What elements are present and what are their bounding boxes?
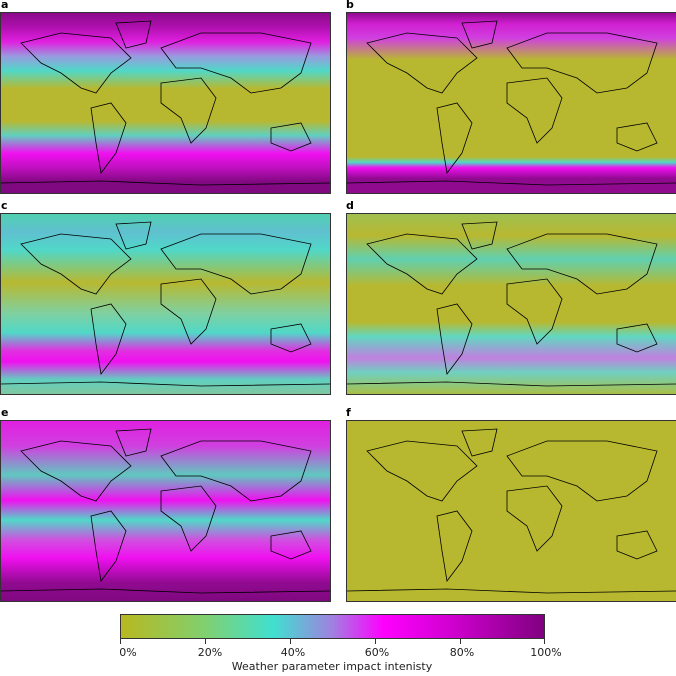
coastline <box>270 323 312 353</box>
colorbar-tick <box>120 639 121 644</box>
coastline <box>506 440 658 502</box>
coastline <box>90 303 127 375</box>
coastline <box>461 428 498 457</box>
coastline <box>1 180 330 186</box>
coastline <box>506 278 563 345</box>
panel-label-e: e <box>1 406 9 419</box>
colorbar-tick-label: 0% <box>119 646 137 659</box>
coastline-outline <box>347 428 676 594</box>
coastline <box>115 428 152 457</box>
coastline <box>20 233 132 295</box>
colorbar-tick <box>544 639 545 644</box>
map-panel-b <box>346 12 676 194</box>
coastline <box>616 122 658 152</box>
coastline <box>20 32 132 94</box>
coastline <box>115 20 152 49</box>
colorbar <box>120 614 545 639</box>
coastline-outline <box>347 20 676 186</box>
map-panel-e <box>0 420 331 602</box>
panel-label-f: f <box>346 406 351 419</box>
coastline-outline <box>1 221 330 387</box>
colorbar-tick-label: 80% <box>449 646 475 659</box>
coastline-outline <box>1 428 330 594</box>
coastline <box>366 32 478 94</box>
colorbar-tick-label: 20% <box>197 646 223 659</box>
coastline <box>461 20 498 49</box>
coastline <box>115 221 152 250</box>
coastline <box>506 485 563 552</box>
coastline <box>506 233 658 295</box>
panel-label-d: d <box>346 199 354 212</box>
colorbar-tick-label: 60% <box>364 646 390 659</box>
colorbar-tick <box>375 639 376 644</box>
coastline <box>436 510 473 582</box>
coastline <box>347 180 676 186</box>
coastline <box>436 303 473 375</box>
map-panel-c <box>0 213 331 395</box>
coastline <box>347 588 676 594</box>
colorbar-tick <box>290 639 291 644</box>
coastline <box>20 440 132 502</box>
coastline <box>160 485 217 552</box>
colorbar-tick-label: 100% <box>530 646 562 659</box>
panel-label-b: b <box>346 0 354 11</box>
map-panel-d <box>346 213 676 395</box>
colorbar-tick <box>205 639 206 644</box>
coastline <box>616 530 658 560</box>
coastline <box>160 77 217 144</box>
coastline <box>1 381 330 387</box>
coastline <box>366 233 478 295</box>
coastline <box>1 588 330 594</box>
coastline <box>160 233 312 295</box>
coastline <box>436 102 473 174</box>
coastline <box>366 440 478 502</box>
panel-label-a: a <box>1 0 9 11</box>
map-panel-a <box>0 12 331 194</box>
coastline <box>461 221 498 250</box>
map-panel-f <box>346 420 676 602</box>
coastline <box>616 323 658 353</box>
coastline <box>90 102 127 174</box>
colorbar-tick-label: 40% <box>280 646 306 659</box>
coastline <box>90 510 127 582</box>
coastline <box>347 381 676 387</box>
coastline <box>160 278 217 345</box>
coastline <box>270 530 312 560</box>
coastline <box>160 32 312 94</box>
colorbar-label: Weather parameter impact intenisty <box>231 660 433 673</box>
coastline <box>506 77 563 144</box>
coastline <box>506 32 658 94</box>
coastline-outline <box>1 20 330 186</box>
colorbar-tick <box>460 639 461 644</box>
coastline <box>160 440 312 502</box>
coastline <box>270 122 312 152</box>
panel-label-c: c <box>1 199 8 212</box>
coastline-outline <box>347 221 676 387</box>
